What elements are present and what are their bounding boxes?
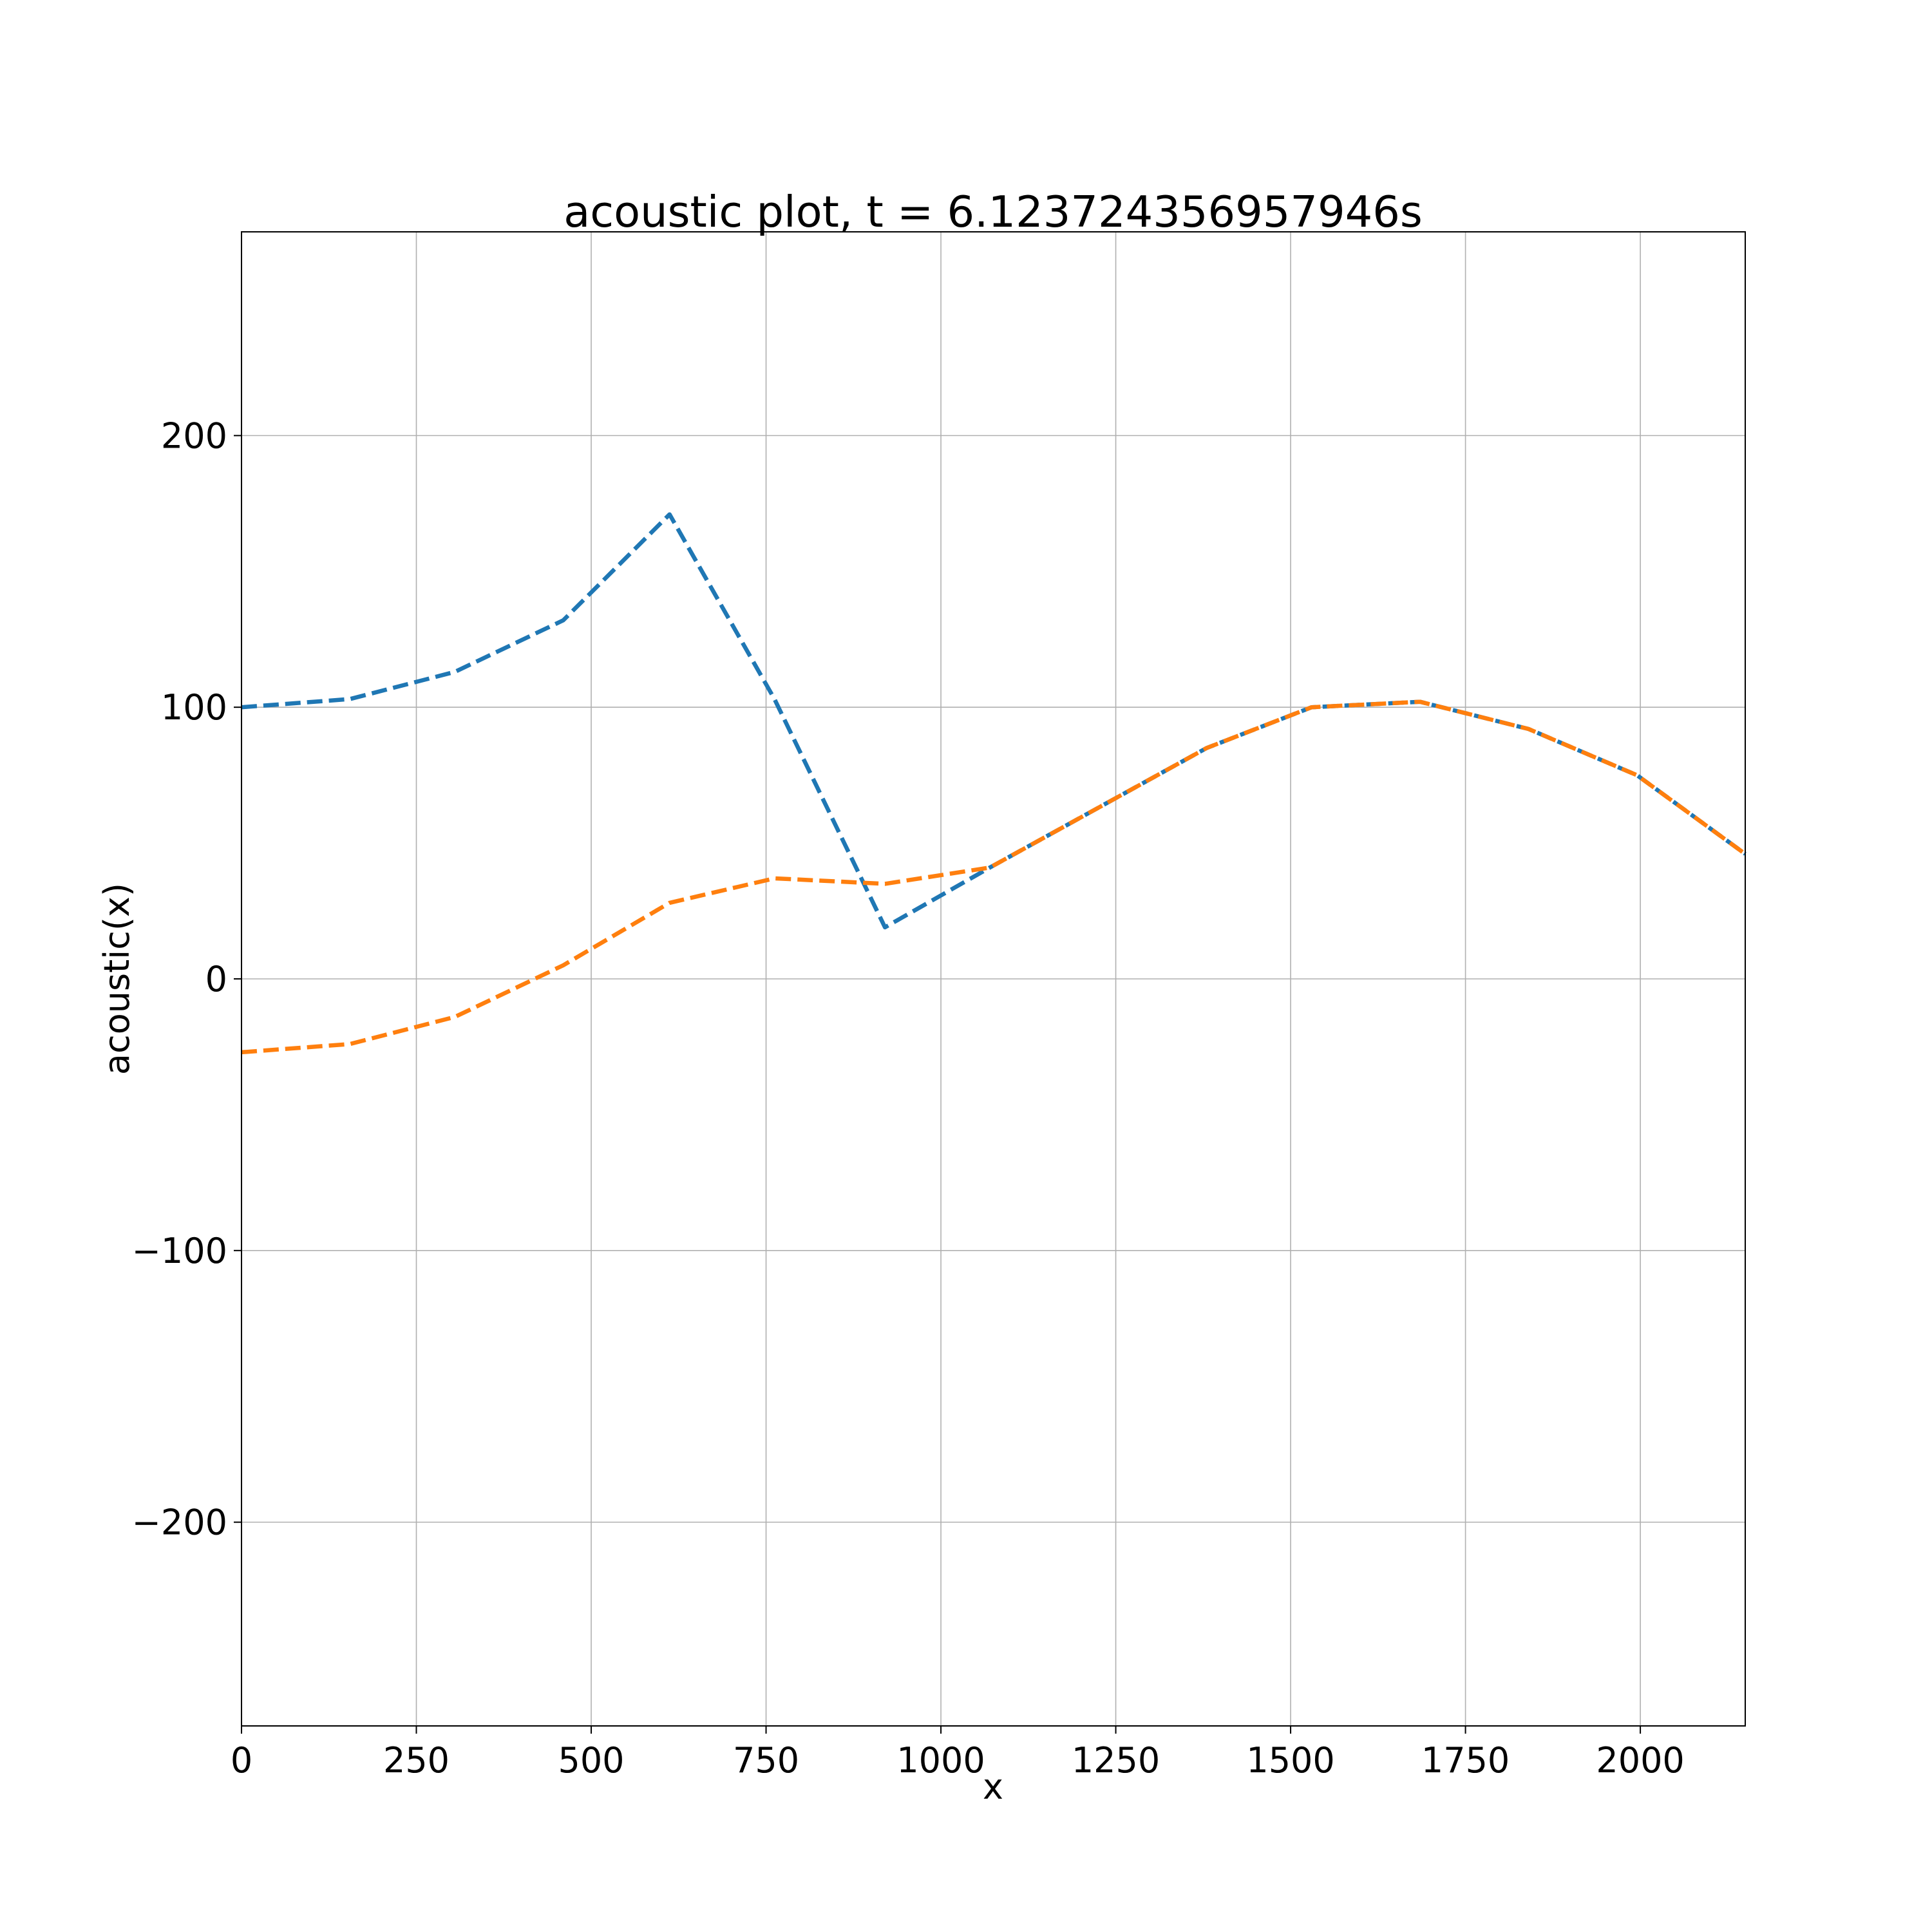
y-tick-label: 100	[161, 687, 227, 728]
ticks: 0 250 500 750 1000 1250 1500 1750 2000 −200 −100 0 1…	[132, 415, 1685, 1781]
x-axis-label: x	[983, 1766, 1003, 1807]
chart-title: acoustic plot, t = 6.123724356957946s	[564, 187, 1423, 237]
x-tick-label: 1000	[896, 1740, 985, 1781]
y-tick-label: −100	[132, 1231, 227, 1271]
y-tick-label: 0	[205, 959, 227, 999]
series-layer	[241, 512, 1747, 1055]
x-tick-label: 250	[383, 1740, 450, 1781]
y-axis-label: acoustic(x)	[97, 883, 137, 1075]
series-line-1	[241, 512, 1747, 930]
x-tick-label: 2000	[1596, 1740, 1684, 1781]
y-tick-label: −200	[132, 1502, 227, 1543]
x-tick-label: 1250	[1072, 1740, 1160, 1781]
x-tick-label: 1750	[1421, 1740, 1510, 1781]
x-tick-label: 750	[733, 1740, 799, 1781]
x-tick-label: 0	[231, 1740, 252, 1781]
series-line-2	[241, 699, 1747, 1055]
grid	[241, 232, 1745, 1726]
x-tick-label: 1500	[1246, 1740, 1334, 1781]
x-tick-label: 500	[558, 1740, 624, 1781]
y-tick-label: 200	[161, 415, 227, 456]
